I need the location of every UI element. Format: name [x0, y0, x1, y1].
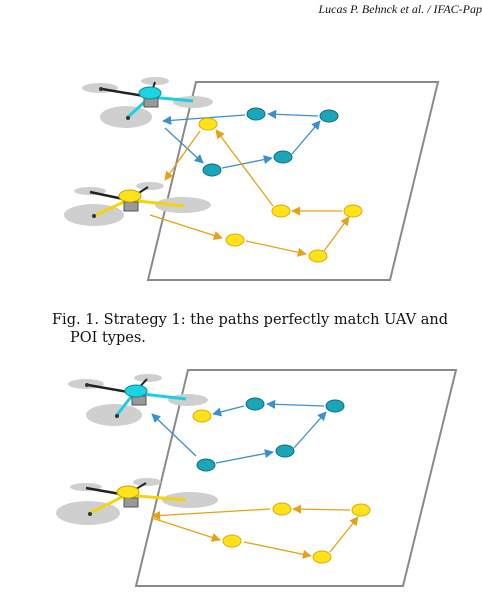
caption-line-2: POI types. — [70, 330, 146, 346]
cyan-pois-2 — [196, 397, 345, 472]
yellow-uav-path-2 — [151, 504, 359, 559]
cyan-uav-path — [162, 109, 321, 169]
cyan-uav-path-2 — [151, 399, 327, 464]
yellow-pois-2 — [192, 409, 371, 564]
figure-2-illustration — [56, 369, 458, 587]
quadcopter-yellow-icon — [64, 182, 211, 226]
quadcopter-cyan-icon — [82, 77, 213, 128]
caption-line-1: Fig. 1. Strategy 1: the paths perfectly … — [52, 312, 448, 328]
yellow-pois — [198, 117, 363, 263]
figure-1-caption: Fig. 1. Strategy 1: the paths perfectly … — [52, 311, 482, 347]
quadcopter-cyan-icon-2 — [68, 374, 208, 426]
ground-plane — [146, 81, 440, 281]
quadcopter-yellow-icon-2 — [56, 478, 218, 525]
cyan-pois — [202, 107, 339, 177]
figure-1-illustration — [64, 77, 440, 281]
yellow-uav-path — [149, 129, 350, 257]
running-head: Lucas P. Behnck et al. / IFAC-Pap — [318, 2, 482, 16]
